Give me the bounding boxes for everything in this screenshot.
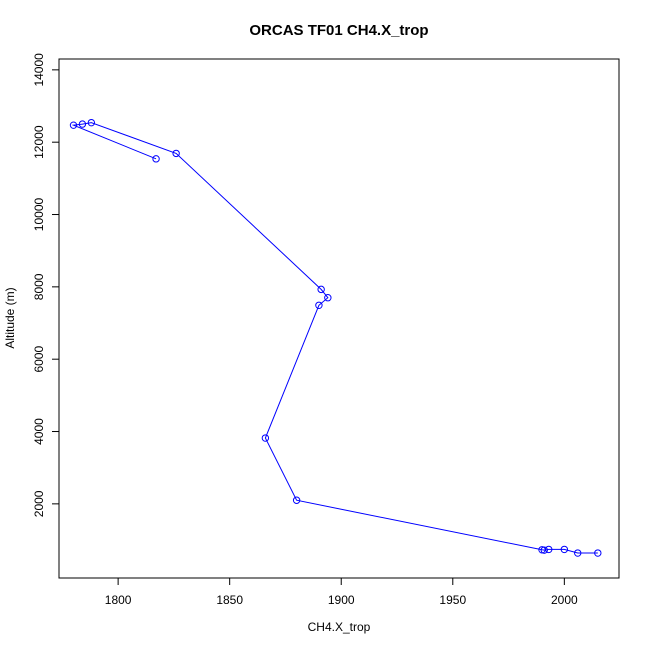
data-point — [69, 121, 78, 129]
y-tick-label: 10000 — [32, 198, 46, 232]
y-tick-label: 4000 — [32, 418, 46, 445]
y-axis: 2000 4000 6000 8000 10000 12000 14000 — [32, 53, 60, 517]
x-axis-label: CH4.X_trop — [308, 620, 371, 634]
y-axis-label: Altitude (m) — [3, 287, 17, 348]
data-point — [545, 545, 553, 554]
data-point — [87, 118, 96, 127]
data-point — [172, 149, 180, 158]
x-tick-label: 1950 — [439, 593, 466, 607]
data-point — [317, 285, 325, 294]
x-tick-label: 1900 — [328, 593, 355, 607]
data-series — [69, 118, 602, 557]
series-line — [71, 122, 598, 554]
y-tick-label: 12000 — [32, 125, 46, 159]
data-point — [560, 545, 569, 554]
data-point — [152, 155, 160, 163]
data-point — [574, 549, 582, 557]
chart-title: ORCAS TF01 CH4.X_trop — [249, 22, 428, 39]
x-tick-label: 2000 — [551, 593, 578, 607]
plot-frame — [58, 58, 620, 579]
y-tick-label: 8000 — [32, 273, 46, 300]
y-tick-label: 14000 — [32, 53, 46, 87]
y-tick-label: 6000 — [32, 346, 46, 373]
data-point — [540, 546, 548, 554]
x-tick-label: 1850 — [216, 593, 243, 607]
data-point — [292, 496, 301, 504]
data-point — [594, 549, 602, 557]
x-tick-label: 1800 — [105, 593, 132, 607]
x-axis: 1800 1850 1900 1950 2000 — [105, 577, 578, 607]
data-point — [261, 434, 270, 442]
data-point — [78, 120, 87, 128]
data-point — [324, 294, 332, 302]
y-tick-label: 2000 — [32, 490, 46, 517]
data-point — [315, 301, 323, 309]
